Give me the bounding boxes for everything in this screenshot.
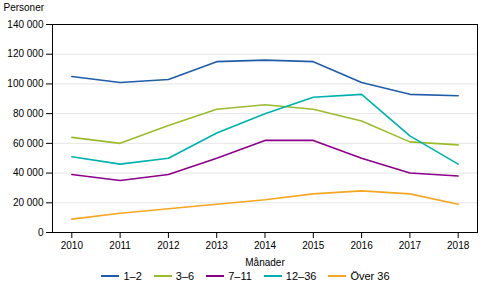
svg-text:120 000: 120 000 bbox=[7, 48, 44, 59]
svg-text:140 000: 140 000 bbox=[7, 19, 44, 30]
html-text:12–36: 12–36 bbox=[285, 270, 317, 282]
svg-text:0: 0 bbox=[38, 227, 44, 238]
svg-text:80 000: 80 000 bbox=[13, 108, 44, 119]
svg-text:Månader: Månader bbox=[245, 257, 285, 268]
svg-text:40 000: 40 000 bbox=[13, 167, 44, 178]
svg-text:2016: 2016 bbox=[350, 240, 373, 251]
html-text:1–2: 1–2 bbox=[123, 270, 142, 282]
svg-text:60 000: 60 000 bbox=[13, 138, 44, 149]
html-text:Över 36: Över 36 bbox=[350, 270, 390, 282]
svg-text:2013: 2013 bbox=[206, 240, 229, 251]
svg-text:2015: 2015 bbox=[302, 240, 325, 251]
svg-text:2017: 2017 bbox=[399, 240, 422, 251]
svg-text:2014: 2014 bbox=[254, 240, 277, 251]
svg-text:Personer: Personer bbox=[4, 2, 45, 13]
svg-text:2011: 2011 bbox=[109, 240, 131, 251]
svg-text:2012: 2012 bbox=[157, 240, 180, 251]
svg-text:100 000: 100 000 bbox=[7, 78, 44, 89]
svg-text:20 000: 20 000 bbox=[13, 197, 44, 208]
svg-text:2018: 2018 bbox=[447, 240, 470, 251]
html-text:7–11: 7–11 bbox=[228, 270, 252, 282]
html-text:3–6: 3–6 bbox=[175, 270, 195, 282]
svg-text:2010: 2010 bbox=[61, 240, 84, 251]
